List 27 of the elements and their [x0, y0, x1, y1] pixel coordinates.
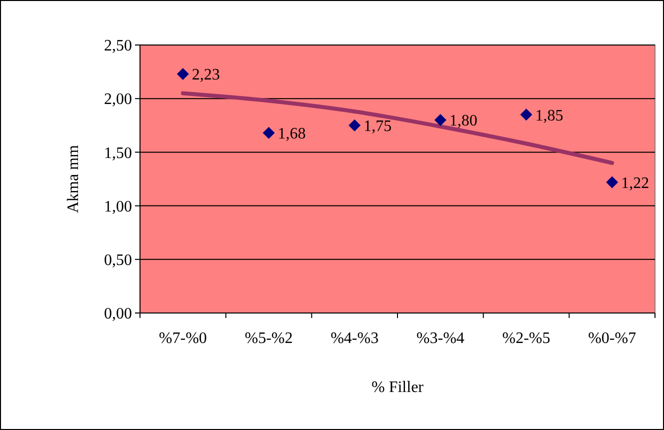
data-label: 1,80 [449, 112, 478, 130]
data-label: 1,22 [621, 174, 650, 192]
data-label: 1,75 [364, 118, 392, 135]
x-tick-label: %5-%2 [244, 330, 293, 347]
x-tick-label: %4-%3 [330, 330, 379, 347]
point [262, 126, 275, 139]
y-axis-title: Akma mm [65, 144, 82, 213]
x-tick-label: %3-%4 [416, 330, 464, 347]
x-tick-label: %2-%5 [502, 330, 550, 347]
x-axis-title: % Filler [372, 379, 424, 396]
x-tick-label: %7-%0 [158, 330, 207, 347]
point [348, 119, 361, 132]
y-tick-label: 0,50 [104, 252, 132, 269]
point [520, 108, 532, 121]
data-label: 1,68 [278, 126, 306, 143]
data-label: 1,85 [535, 107, 564, 124]
x-tick-label: %0-%7 [588, 330, 636, 347]
y-tick-label: 1,50 [104, 144, 132, 162]
point [176, 68, 189, 80]
y-tick-label: 0,00 [104, 306, 132, 323]
y-tick-label: 2,00 [104, 91, 132, 108]
line-series [180, 91, 614, 165]
data-label: 2,23 [192, 66, 220, 84]
y-tick-label: 1,00 [104, 198, 132, 216]
point [606, 176, 618, 188]
point [434, 114, 446, 126]
y-tick-label: 2,50 [104, 38, 132, 55]
